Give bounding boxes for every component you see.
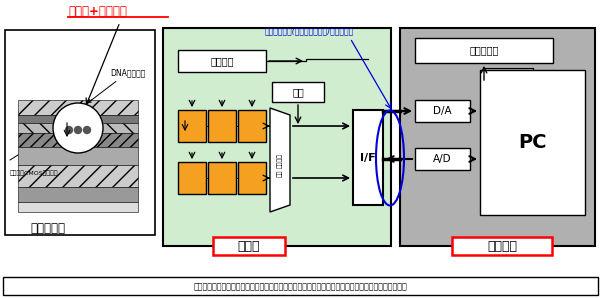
FancyBboxPatch shape: [18, 165, 138, 187]
FancyBboxPatch shape: [18, 100, 138, 115]
FancyBboxPatch shape: [18, 202, 138, 212]
FancyBboxPatch shape: [178, 50, 266, 72]
FancyBboxPatch shape: [18, 133, 138, 147]
Text: D/A: D/A: [433, 106, 452, 116]
FancyBboxPatch shape: [18, 123, 138, 133]
Circle shape: [84, 126, 91, 134]
Circle shape: [66, 126, 73, 134]
Text: 電圧制御: 電圧制御: [210, 56, 234, 66]
Text: PC: PC: [518, 133, 547, 152]
Text: 標準的なCMOS集積回路: 標準的なCMOS集積回路: [10, 170, 59, 176]
FancyBboxPatch shape: [18, 187, 138, 202]
Circle shape: [53, 103, 103, 153]
Text: センサ+増幅回路: センサ+増幅回路: [68, 5, 127, 18]
Text: 素子断面図: 素子断面図: [30, 222, 65, 235]
FancyBboxPatch shape: [238, 110, 266, 142]
Text: 少ないピン数(電気的コネクタ)で接続可能: 少ないピン数(電気的コネクタ)で接続可能: [265, 26, 354, 35]
FancyBboxPatch shape: [353, 110, 383, 205]
Circle shape: [75, 126, 82, 134]
FancyBboxPatch shape: [415, 38, 553, 63]
FancyBboxPatch shape: [480, 70, 585, 215]
FancyBboxPatch shape: [272, 82, 324, 102]
Text: A/D: A/D: [433, 154, 452, 164]
Text: 制御: 制御: [292, 87, 304, 97]
Text: チップ上にはセンサだけでなく増幅回路等の処理回路も搜載。高感度化、装置全体の小型化が可能。: チップ上にはセンサだけでなく増幅回路等の処理回路も搜載。高感度化、装置全体の小型…: [193, 283, 407, 291]
Text: チップ: チップ: [238, 240, 260, 252]
Text: 送液，温調: 送液，温調: [469, 46, 499, 55]
FancyBboxPatch shape: [178, 162, 206, 194]
FancyBboxPatch shape: [178, 110, 206, 142]
FancyBboxPatch shape: [208, 110, 236, 142]
FancyBboxPatch shape: [18, 147, 138, 165]
FancyBboxPatch shape: [18, 115, 138, 123]
FancyBboxPatch shape: [208, 162, 236, 194]
Text: 読み出し: 読み出し: [277, 153, 283, 167]
Text: 回路: 回路: [277, 169, 283, 177]
Text: DNAプローブ: DNAプローブ: [88, 68, 145, 103]
FancyBboxPatch shape: [238, 162, 266, 194]
Polygon shape: [270, 108, 290, 212]
FancyBboxPatch shape: [400, 28, 595, 246]
Text: I/F: I/F: [360, 153, 376, 162]
FancyBboxPatch shape: [452, 237, 552, 255]
FancyBboxPatch shape: [163, 28, 391, 246]
FancyBboxPatch shape: [415, 148, 470, 170]
Text: 装置本体: 装置本体: [487, 240, 517, 252]
FancyBboxPatch shape: [3, 277, 598, 295]
FancyBboxPatch shape: [5, 30, 155, 235]
FancyBboxPatch shape: [213, 237, 285, 255]
FancyBboxPatch shape: [415, 100, 470, 122]
